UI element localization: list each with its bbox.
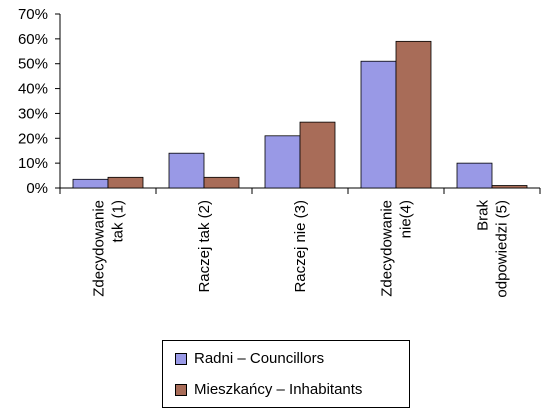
bar-inhabitants xyxy=(299,121,336,189)
legend-swatch-councillors xyxy=(175,352,187,365)
y-tick-label: 10% xyxy=(18,155,48,172)
legend-item-councillors: Radni – Councillors xyxy=(175,350,324,367)
bar-inhabitants xyxy=(107,176,144,189)
legend-swatch-inhabitants xyxy=(175,383,187,396)
y-tick-label: 50% xyxy=(18,56,48,73)
y-tick-label: 30% xyxy=(18,105,48,122)
bar-councillors xyxy=(264,135,301,189)
x-tick-label: tak (1) xyxy=(110,200,127,243)
x-tick-label: Brak xyxy=(475,200,492,231)
y-tick-label: 40% xyxy=(18,81,48,98)
x-tick-label: Raczej nie (3) xyxy=(292,200,309,293)
y-tick-label: 0% xyxy=(26,180,48,197)
bar-councillors xyxy=(360,60,397,189)
x-tick-label: Raczej tak (2) xyxy=(196,200,213,293)
bar-councillors xyxy=(72,178,109,189)
legend: Radni – Councillors Mieszkańcy – Inhabit… xyxy=(162,340,410,408)
bar-councillors xyxy=(168,152,205,189)
y-tick-label: 70% xyxy=(18,6,48,23)
y-tick-label: 60% xyxy=(18,31,48,48)
legend-item-inhabitants: Mieszkańcy – Inhabitants xyxy=(175,381,362,398)
bar-councillors xyxy=(456,162,493,189)
legend-label-councillors: Radni – Councillors xyxy=(194,350,325,367)
legend-label-inhabitants: Mieszkańcy – Inhabitants xyxy=(194,381,363,398)
x-tick-label: Zdecydowanie xyxy=(91,200,108,297)
x-tick-label: odpowiedzi (5) xyxy=(494,200,511,298)
bars-layer xyxy=(72,40,528,189)
bar-inhabitants xyxy=(395,40,432,189)
y-tick-label: 20% xyxy=(18,130,48,147)
bar-inhabitants xyxy=(491,185,528,189)
labels-layer: 0%10%20%30%40%50%60%70%Zdecydowanie tak (… xyxy=(18,6,511,298)
x-tick-label: Zdecydowanie xyxy=(379,200,396,297)
x-tick-label: nie(4) xyxy=(398,200,415,238)
bar-inhabitants xyxy=(203,176,240,189)
